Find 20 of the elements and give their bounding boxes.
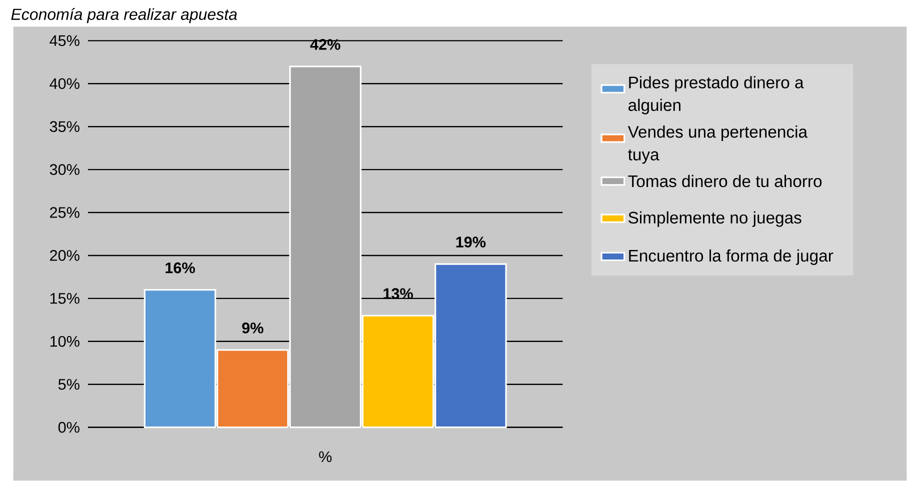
y-tick-label: 40%: [50, 78, 80, 90]
legend-label: Pides prestado dinero a alguien: [628, 76, 804, 114]
y-tick-label: 10%: [50, 336, 80, 347]
y-tick-label: 25%: [50, 207, 80, 218]
y-tick-label: 45%: [50, 35, 80, 46]
data-label: 19%: [456, 236, 486, 248]
legend-label: Simplemente no juegas: [628, 211, 802, 227]
y-tick-label: 15%: [50, 293, 80, 304]
y-tick-label: 30%: [50, 164, 80, 175]
y-tick-label: 5%: [58, 378, 80, 390]
data-label: 9%: [242, 322, 264, 334]
legend-label: Vendes una pertenencia tuya: [628, 126, 808, 164]
y-tick-label: 0%: [58, 422, 80, 433]
legend-label: Tomas dinero de tu ahorro: [628, 174, 822, 188]
x-tick-label: %: [319, 451, 332, 462]
y-tick-label: 35%: [50, 121, 80, 132]
data-label: 16%: [166, 262, 195, 274]
chart-title: Economía para realizar apuesta: [11, 8, 237, 24]
legend-label: Encuentro la forma de jugar: [629, 249, 834, 265]
y-tick-label: 20%: [50, 250, 80, 261]
